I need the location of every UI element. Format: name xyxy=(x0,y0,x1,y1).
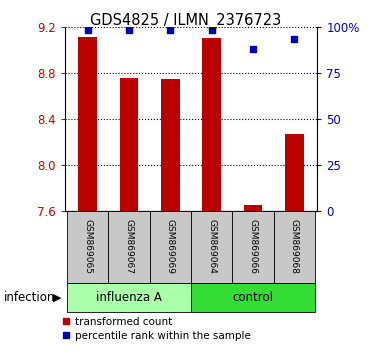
Bar xyxy=(78,37,97,211)
Bar xyxy=(232,211,274,283)
Legend: transformed count, percentile rank within the sample: transformed count, percentile rank withi… xyxy=(63,317,251,341)
Text: GDS4825 / ILMN_2376723: GDS4825 / ILMN_2376723 xyxy=(90,12,281,29)
Text: GSM869068: GSM869068 xyxy=(290,219,299,274)
Bar xyxy=(191,283,315,312)
Text: GSM869066: GSM869066 xyxy=(249,219,257,274)
Bar xyxy=(67,211,108,283)
Bar xyxy=(244,205,262,211)
Text: infection: infection xyxy=(4,291,55,304)
Text: GSM869067: GSM869067 xyxy=(125,219,134,274)
Bar xyxy=(67,283,191,312)
Bar xyxy=(203,38,221,211)
Bar xyxy=(191,211,232,283)
Bar xyxy=(120,78,138,211)
Bar xyxy=(161,80,180,211)
Bar xyxy=(150,211,191,283)
Text: GSM869064: GSM869064 xyxy=(207,219,216,274)
Bar xyxy=(108,211,150,283)
Text: control: control xyxy=(233,291,273,304)
Bar xyxy=(274,211,315,283)
Text: influenza A: influenza A xyxy=(96,291,162,304)
Text: GSM869065: GSM869065 xyxy=(83,219,92,274)
Text: ▶: ▶ xyxy=(53,292,61,302)
Text: GSM869069: GSM869069 xyxy=(166,219,175,274)
Bar xyxy=(285,133,304,211)
